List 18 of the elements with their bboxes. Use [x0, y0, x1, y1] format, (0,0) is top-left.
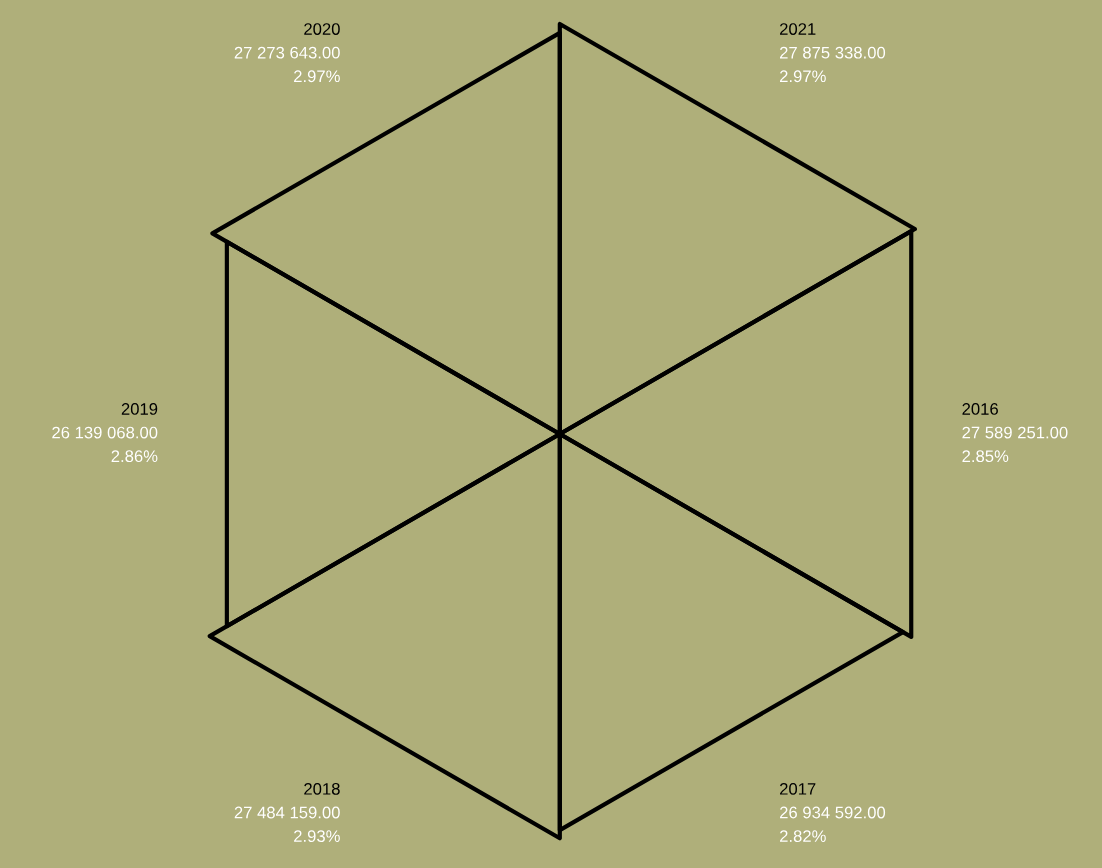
text: 2.93%	[294, 830, 340, 843]
category-label: 2018	[304, 782, 340, 795]
data-label: 26 139 068.00	[52, 426, 158, 439]
category-label: 2019	[121, 403, 158, 415]
data-label: 27 589 251.00	[962, 426, 1068, 439]
data-label: 27 875 338.00	[780, 46, 886, 59]
text: 2.85%	[962, 450, 1009, 463]
text: 2.86%	[111, 450, 158, 463]
category-label: 2020	[304, 23, 340, 35]
category-label: 2021	[780, 23, 816, 35]
category-label: 2017	[780, 782, 816, 795]
data-label: 27 273 643.00	[234, 46, 340, 59]
text: 2.97%	[294, 70, 340, 83]
data-label: 26 934 592.00	[780, 806, 886, 819]
data-label: 27 484 159.00	[234, 806, 340, 819]
text: 2.82%	[780, 830, 826, 843]
text: 2.97%	[780, 70, 826, 83]
category-label: 2016	[962, 403, 998, 415]
